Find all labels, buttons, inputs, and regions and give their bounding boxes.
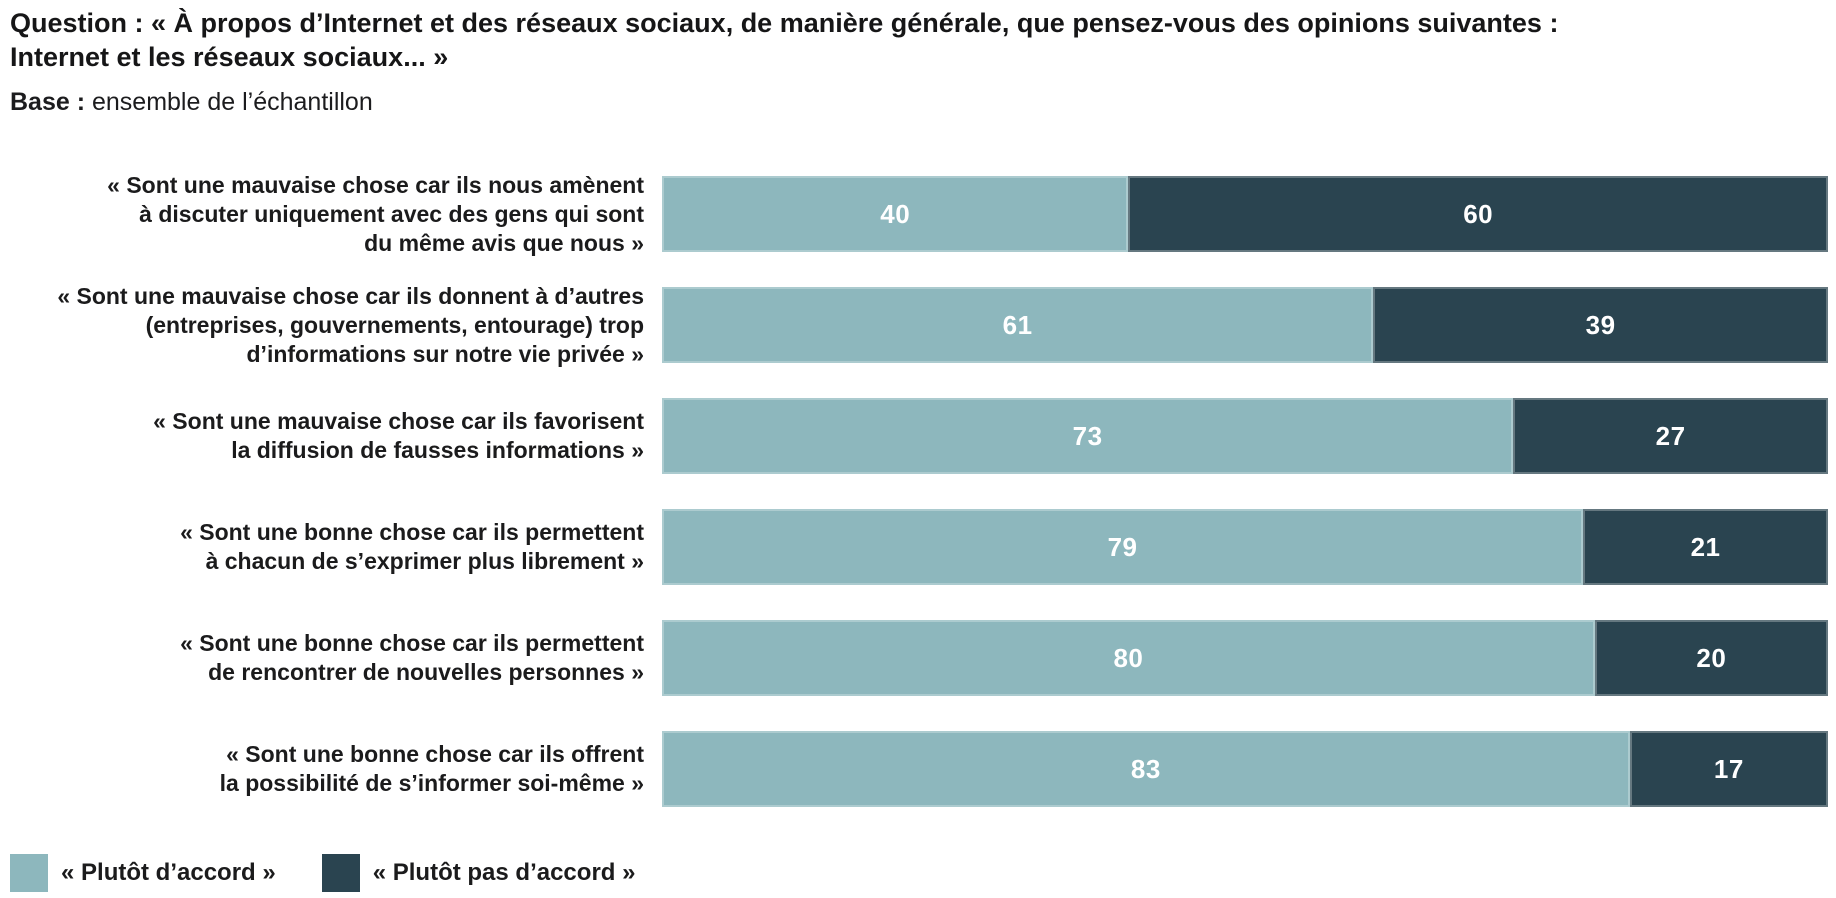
segment-value: 21 <box>1690 531 1721 562</box>
disagree-segment: 17 <box>1629 731 1828 807</box>
base-label: Base : <box>10 88 86 116</box>
disagree-segment: 21 <box>1583 509 1828 585</box>
row-label: « Sont une mauvaise chose car ils favori… <box>153 408 644 463</box>
chart-row: « Sont une bonne chose car ils offrent l… <box>10 731 1828 807</box>
agree-segment: 79 <box>662 509 1584 585</box>
row-label: « Sont une mauvaise chose car ils nous a… <box>107 171 644 256</box>
row-label: « Sont une bonne chose car ils offrent l… <box>219 741 644 796</box>
disagree-segment: 60 <box>1128 176 1828 252</box>
agree-segment: 73 <box>662 398 1514 474</box>
segment-value: 80 <box>1113 642 1144 673</box>
question-text: « À propos d’Internet et des réseaux soc… <box>10 8 1559 72</box>
segment-value: 17 <box>1713 753 1744 784</box>
row-label: « Sont une bonne chose car ils permetten… <box>180 630 644 685</box>
agree-segment: 83 <box>662 731 1630 807</box>
stacked-bar: 83 17 <box>662 731 1828 807</box>
agree-segment: 61 <box>662 287 1374 363</box>
legend-swatch <box>321 854 360 892</box>
base-note: Base : ensemble de l’échantillon <box>10 87 1828 117</box>
legend-label: « Plutôt d’accord » <box>61 859 276 886</box>
segment-value: 27 <box>1655 420 1686 451</box>
segment-value: 20 <box>1696 642 1727 673</box>
chart-row: « Sont une bonne chose car ils permetten… <box>10 509 1828 585</box>
stacked-bar: 40 60 <box>662 176 1828 252</box>
chart-row: « Sont une mauvaise chose car ils donnen… <box>10 283 1828 367</box>
segment-value: 61 <box>1002 309 1033 340</box>
segment-value: 83 <box>1130 753 1161 784</box>
disagree-segment: 27 <box>1513 398 1828 474</box>
chart-row: « Sont une mauvaise chose car ils nous a… <box>10 172 1828 256</box>
question-label: Question : <box>10 8 144 38</box>
stacked-bar: 80 20 <box>662 620 1828 696</box>
segment-value: 60 <box>1463 198 1494 229</box>
chart-row: « Sont une mauvaise chose car ils favori… <box>10 398 1828 474</box>
stacked-bar: 79 21 <box>662 509 1828 585</box>
stacked-bar: 61 39 <box>662 287 1828 363</box>
agree-segment: 40 <box>662 176 1129 252</box>
chart-legend: « Plutôt d’accord » « Plutôt pas d’accor… <box>10 854 1828 892</box>
stacked-bar: 73 27 <box>662 398 1828 474</box>
disagree-segment: 20 <box>1594 620 1828 696</box>
stacked-bar-chart: « Sont une mauvaise chose car ils nous a… <box>10 172 1828 807</box>
legend-item: « Plutôt d’accord » <box>10 854 276 892</box>
legend-item: « Plutôt pas d’accord » <box>321 854 636 892</box>
question-title: Question : « À propos d’Internet et des … <box>10 6 1828 74</box>
row-label: « Sont une bonne chose car ils permetten… <box>180 519 644 574</box>
segment-value: 79 <box>1107 531 1138 562</box>
segment-value: 39 <box>1585 309 1616 340</box>
segment-value: 40 <box>880 198 911 229</box>
segment-value: 73 <box>1072 420 1103 451</box>
agree-segment: 80 <box>662 620 1595 696</box>
legend-label: « Plutôt pas d’accord » <box>372 859 636 886</box>
legend-swatch <box>10 854 48 892</box>
base-text: ensemble de l’échantillon <box>85 88 373 116</box>
disagree-segment: 39 <box>1373 287 1828 363</box>
chart-row: « Sont une bonne chose car ils permetten… <box>10 620 1828 696</box>
row-label: « Sont une mauvaise chose car ils donnen… <box>57 282 644 367</box>
